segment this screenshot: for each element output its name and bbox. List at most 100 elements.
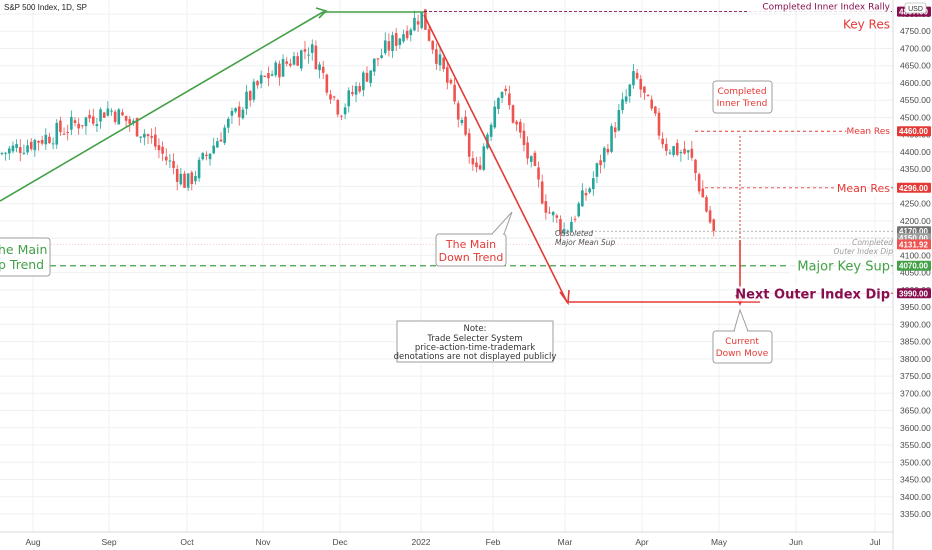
price-tag: 4460.00 xyxy=(897,126,931,137)
candle-body xyxy=(599,160,602,166)
candle-body xyxy=(300,50,303,69)
candle-body xyxy=(540,181,544,204)
candle-body xyxy=(405,30,409,39)
price-tag: 4070.00 xyxy=(897,260,931,271)
candle-body xyxy=(665,143,668,151)
candle-body xyxy=(643,86,646,93)
candle-body xyxy=(435,49,438,64)
candle-body xyxy=(33,139,37,151)
candle-body xyxy=(15,144,18,149)
completed-outer-dip-label: Completed Outer Index Dip xyxy=(834,238,894,256)
candle-body xyxy=(544,201,548,213)
candle-body xyxy=(245,91,248,109)
x-tick-label: Jun xyxy=(789,537,803,547)
svg-text:4296.00: 4296.00 xyxy=(899,184,928,193)
candle-body xyxy=(223,127,226,144)
svg-text:Trade Selecter System: Trade Selecter System xyxy=(426,334,522,344)
candle-body xyxy=(252,81,256,100)
candle-body xyxy=(73,120,77,124)
candle-body xyxy=(610,126,613,152)
y-tick-label: 3700.00 xyxy=(900,388,931,398)
svg-text:Note:: Note: xyxy=(464,324,487,334)
level-label: Completed Inner Index Rally xyxy=(747,1,891,13)
candle-body xyxy=(460,120,464,123)
candle-body xyxy=(493,106,497,128)
candle-body xyxy=(701,188,705,198)
candle-body xyxy=(581,190,584,207)
candle-body xyxy=(369,70,372,84)
y-tick-label: 4050.00 xyxy=(900,268,931,278)
candle-body xyxy=(205,154,208,156)
candle-body xyxy=(380,55,383,58)
candle-body xyxy=(77,123,80,129)
candle-body xyxy=(515,121,518,125)
level-label: Key Res xyxy=(839,17,891,32)
svg-text:Major Mean Sup: Major Mean Sup xyxy=(555,238,616,247)
svg-text:4460.00: 4460.00 xyxy=(899,127,928,136)
candle-body xyxy=(362,72,365,91)
candle-body xyxy=(179,173,183,185)
obsoleted-label: Obsoleted Major Mean Sup xyxy=(555,229,616,247)
candle-body xyxy=(657,112,661,136)
y-tick-label: 3550.00 xyxy=(900,440,931,450)
candle-body xyxy=(234,108,237,112)
up-trend-arrowhead xyxy=(315,7,328,19)
candle-body xyxy=(668,152,672,154)
y-tick-label: 3850.00 xyxy=(900,337,931,347)
candle-body xyxy=(613,127,617,133)
candle-body xyxy=(387,41,391,51)
candle-body xyxy=(584,193,588,196)
candle-body xyxy=(237,106,241,118)
svg-text:3990.00: 3990.00 xyxy=(899,289,928,298)
candle-body xyxy=(478,165,482,170)
candle-body xyxy=(489,124,493,137)
y-tick-label: 3400.00 xyxy=(900,492,931,502)
candle-body xyxy=(413,17,416,31)
x-tick-label: Aug xyxy=(25,537,40,547)
candle-body xyxy=(373,58,376,72)
candle-body xyxy=(212,145,215,154)
candle-body xyxy=(307,54,310,56)
candle-body xyxy=(325,74,329,93)
y-tick-label: 4500.00 xyxy=(900,112,931,122)
candle-body xyxy=(394,33,398,46)
candle-body xyxy=(694,159,697,174)
candle-body xyxy=(22,152,26,154)
candle-body xyxy=(442,57,445,70)
candle-body xyxy=(467,133,471,157)
candle-body xyxy=(672,146,675,156)
candle-body xyxy=(686,150,690,153)
candle-body xyxy=(420,12,424,28)
candle-body xyxy=(617,110,621,131)
candle-body xyxy=(168,160,172,162)
candle-body xyxy=(464,116,467,135)
candle-body xyxy=(365,72,369,82)
main-down-trend-label: The Main Down Trend xyxy=(435,211,513,267)
candle-body xyxy=(263,75,267,77)
candle-body xyxy=(157,145,161,151)
candle-body xyxy=(117,109,121,125)
candle-body xyxy=(175,168,179,182)
level-label: Next Outer Index Dip xyxy=(735,286,891,302)
candle-body xyxy=(588,188,591,193)
x-tick-label: Mar xyxy=(558,537,573,547)
candle-body xyxy=(194,176,197,182)
candle-body xyxy=(522,130,526,146)
up-trend-line xyxy=(0,11,324,202)
currency-badge[interactable]: USD xyxy=(904,2,927,14)
candle-body xyxy=(409,29,413,36)
candle-body xyxy=(431,40,434,50)
candle-body xyxy=(351,92,354,95)
candle-body xyxy=(402,34,405,42)
level-label: Mean Res xyxy=(846,126,891,138)
candle-body xyxy=(66,132,69,134)
svg-text:Down Trend: Down Trend xyxy=(439,251,504,264)
candle-body xyxy=(99,109,102,122)
candle-body xyxy=(281,59,285,77)
candle-body xyxy=(511,105,515,123)
candle-body xyxy=(230,110,234,116)
candle-body xyxy=(113,111,117,122)
axis-ticks: 3350.00 3400.00 3450.00 3500.00 3550.00 3600.… xyxy=(25,9,931,547)
candle-body xyxy=(453,84,456,102)
